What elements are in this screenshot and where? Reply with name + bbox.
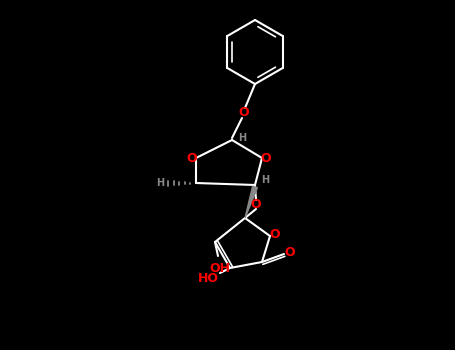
Text: H: H bbox=[261, 175, 269, 185]
Text: O: O bbox=[251, 198, 261, 211]
Polygon shape bbox=[245, 186, 258, 218]
Text: O: O bbox=[261, 152, 271, 164]
Text: OH: OH bbox=[209, 261, 231, 274]
Text: H: H bbox=[238, 133, 246, 143]
Text: O: O bbox=[187, 152, 197, 164]
Text: O: O bbox=[285, 246, 295, 259]
Text: H: H bbox=[156, 178, 164, 188]
Text: HO: HO bbox=[197, 272, 218, 285]
Text: O: O bbox=[239, 106, 249, 119]
Text: O: O bbox=[270, 228, 280, 240]
